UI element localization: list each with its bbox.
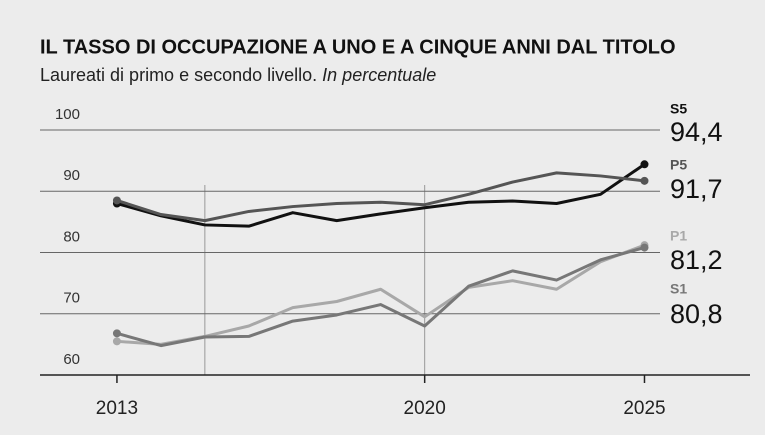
- x-tick-label: 2020: [404, 398, 446, 419]
- series-line: [116, 163, 646, 228]
- end-point: [112, 337, 121, 346]
- y-tick-label: 100: [55, 106, 80, 123]
- subtitle: Laureati di primo e secondo livello.: [40, 65, 317, 85]
- end-point: [640, 243, 649, 252]
- series-line: [116, 246, 645, 348]
- end-point: [112, 329, 121, 338]
- end-point: [640, 176, 649, 185]
- value-label: 91,7: [670, 174, 723, 204]
- x-tick-label: 2025: [623, 398, 665, 419]
- legend-label: S1: [670, 281, 687, 297]
- end-point: [640, 160, 649, 169]
- value-label: 80,8: [670, 299, 723, 329]
- x-tick-label: 2013: [96, 398, 138, 419]
- chart-title: IL TASSO DI OCCUPAZIONE A UNO E A CINQUE…: [40, 36, 676, 58]
- end-point: [112, 196, 121, 205]
- subtitle-note: In percentuale: [322, 65, 436, 85]
- legend-label: P1: [670, 228, 687, 244]
- y-tick-label: 90: [63, 167, 80, 184]
- value-label: 94,4: [670, 117, 723, 147]
- value-label: 81,2: [670, 245, 723, 275]
- legend-label: S5: [670, 101, 687, 117]
- y-tick-label: 70: [63, 290, 80, 307]
- legend-label: P5: [670, 157, 687, 173]
- y-tick-label: 80: [63, 228, 80, 245]
- y-tick-label: 60: [63, 351, 80, 368]
- chart-subtitle: Laureati di primo e secondo livello. In …: [40, 65, 436, 85]
- series-line: [116, 171, 645, 223]
